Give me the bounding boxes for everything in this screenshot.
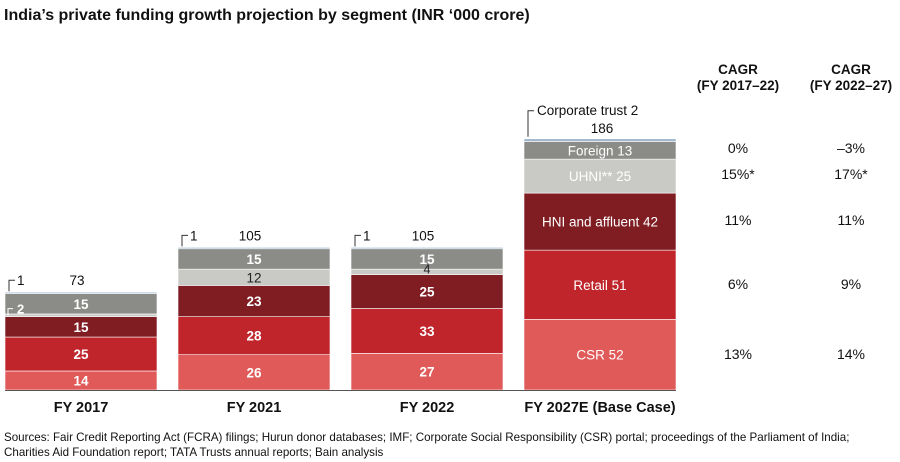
cagr-retail-2022-27: 9% [840, 276, 862, 292]
cagr-header-2022-27-line2: (FY 2022–27) [809, 78, 893, 93]
cagr-uhni-2017-22: 15%* [721, 166, 755, 182]
cagr-header-2017-22: CAGR (FY 2017–22) [683, 62, 793, 94]
label-fy2017-foreign: 15 [73, 297, 89, 312]
bar-fy2022-csr [350, 353, 504, 391]
label-fy2021-corporate-trust: 1 [190, 228, 198, 243]
bar-fy2022-retail [350, 308, 504, 354]
cagr-uhni-2022-27: 17%* [834, 166, 868, 182]
bar-fy2017-uhni [4, 313, 158, 317]
label-fy2021-csr: 26 [246, 365, 262, 380]
total-fy2022: 105 [412, 228, 435, 243]
total-fy2027e: 186 [591, 121, 614, 136]
cagr-header-2022-27: CAGR (FY 2022–27) [796, 62, 900, 94]
cagr-retail-2017-22: 6% [727, 276, 749, 292]
label-fy2022-corporate-trust: 1 [363, 228, 371, 243]
label-fy2027e-csr: CSR 52 [576, 348, 623, 363]
bar-fy2021-corporate-trust [177, 247, 331, 250]
label-fy2021-retail: 28 [246, 329, 262, 344]
bar-fy2022-corporate-trust [350, 247, 504, 250]
label-fy2021-uhni: 12 [246, 270, 261, 285]
cagr-header-2022-27-line1: CAGR [831, 62, 871, 77]
leader-fy2021-corporate-trust [181, 234, 188, 247]
label-fy2027e-retail: Retail 51 [573, 278, 626, 293]
label-fy2017-hni: 15 [73, 320, 89, 335]
label-fy2022-retail: 33 [419, 324, 435, 339]
bar-fy2017-retail [4, 336, 158, 372]
category-label-fy2021: FY 2021 [227, 400, 282, 416]
cagr-foreign-2017-22: 0% [727, 140, 749, 156]
bar-fy2021-hni [177, 285, 331, 317]
bar-fy2027e-csr [523, 319, 677, 391]
label-fy2021-hni: 23 [246, 294, 262, 309]
cagr-csr-2017-22: 13% [723, 346, 753, 362]
label-fy2017-corporate-trust: 1 [17, 273, 25, 288]
bar-fy2027e-retail [523, 249, 677, 320]
category-label-fy2022: FY 2022 [400, 400, 455, 416]
cagr-header-2017-22-line1: CAGR [718, 62, 758, 77]
bar-fy2017-corporate-trust [4, 291, 158, 294]
cagr-header-2017-22-line2: (FY 2017–22) [696, 78, 780, 93]
label-fy2022-foreign: 15 [419, 252, 435, 267]
bar-fy2027e-hni [523, 192, 677, 251]
bar-fy2021-retail [177, 316, 331, 355]
category-label-fy2027e: FY 2027E (Base Case) [524, 400, 675, 416]
cagr-hni-2022-27: 11% [837, 212, 865, 228]
cagr-foreign-2022-27: –3% [836, 140, 866, 156]
leader-fy2022-corporate-trust [354, 234, 361, 247]
leader-fy2027e-corporate-trust [527, 110, 534, 137]
leader-fy2017-corporate-trust [8, 279, 15, 292]
label-fy2017-retail: 25 [73, 347, 89, 362]
label-fy2027e-corporate-trust: Corporate trust 2 [537, 103, 638, 118]
label-fy2027e-uhni: UHNI** 25 [569, 169, 631, 184]
label-fy2022-uhni: 4 [424, 263, 431, 277]
label-fy2027e-hni: HNI and affluent 42 [542, 215, 658, 230]
total-fy2021: 105 [239, 228, 262, 243]
label-fy2017-csr: 14 [73, 373, 89, 388]
sources-note: Sources: Fair Credit Reporting Act (FCRA… [4, 431, 850, 459]
bar-fy2027e-corporate-trust [523, 138, 677, 142]
leader-fy2017-uhni [7, 308, 13, 316]
bar-fy2021-csr [177, 354, 331, 391]
label-fy2027e-foreign: Foreign 13 [568, 143, 633, 158]
label-fy2017-uhni: 2 [17, 302, 24, 317]
chart-title: India’s private funding growth projectio… [4, 7, 530, 24]
cagr-csr-2022-27: 14% [836, 346, 866, 362]
category-label-fy2017: FY 2017 [54, 400, 109, 416]
bar-fy2027e-uhni [523, 158, 677, 194]
bar-fy2022-hni [350, 274, 504, 309]
cagr-hni-2017-22: 11% [724, 212, 752, 228]
label-fy2022-hni: 25 [419, 285, 435, 300]
label-fy2022-csr: 27 [419, 365, 434, 380]
label-fy2021-foreign: 15 [246, 252, 262, 267]
total-fy2017: 73 [69, 273, 84, 288]
